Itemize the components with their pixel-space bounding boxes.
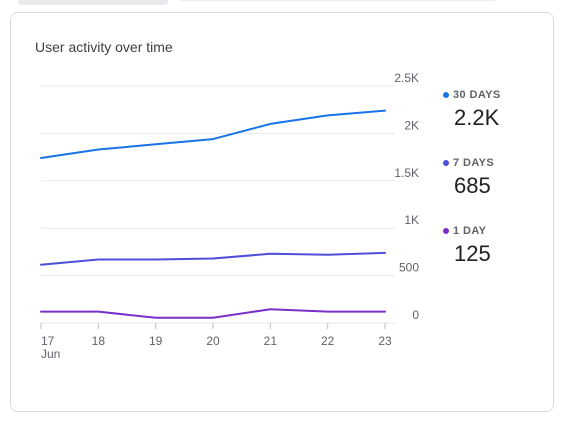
series-color-dot — [443, 228, 449, 234]
x-tick-label: 17 — [41, 334, 55, 348]
x-tick-label: 21 — [264, 334, 278, 348]
series-line-1-day — [40, 308, 386, 319]
y-tick-label: 2K — [404, 118, 419, 132]
legend-value: 685 — [454, 173, 491, 198]
x-tick-sublabel: Jun — [41, 347, 60, 361]
x-tick-label: 18 — [92, 334, 106, 348]
line-chart: 0 500 1K 1.5K 2K 2.5K 17 18 19 20 21 22 23 Jun — [40, 71, 419, 361]
card-title: User activity over time — [35, 39, 173, 55]
series-line-7-days — [40, 251, 386, 266]
legend-1-day: 1 DAY 125 — [443, 225, 553, 267]
series-color-dot — [443, 92, 449, 98]
legend-label: 30 DAYS — [453, 89, 501, 101]
legend-value: 125 — [454, 241, 491, 266]
y-tick-label: 0 — [412, 308, 419, 322]
x-tick-label: 23 — [378, 334, 392, 348]
legend-label: 1 DAY — [453, 225, 487, 237]
y-tick-label: 1.5K — [394, 166, 419, 180]
y-tick-label: 2.5K — [394, 71, 419, 85]
legend-7-days: 7 DAYS 685 — [443, 157, 553, 199]
y-tick-label: 500 — [399, 261, 419, 275]
x-tick-label: 19 — [149, 334, 163, 348]
legend-value: 2.2K — [454, 105, 500, 130]
y-tick-label: 1K — [404, 213, 419, 227]
x-tick-label: 22 — [321, 334, 335, 348]
legend-label: 7 DAYS — [453, 157, 495, 169]
top-divider — [180, 0, 495, 1]
top-faded-bar — [18, 0, 168, 5]
series-color-dot — [443, 160, 449, 166]
user-activity-card: User activity over time 0 500 1K 1.5K 2K 2.5K… — [10, 12, 554, 412]
x-tick-label: 20 — [206, 334, 220, 348]
series-line-30-days — [40, 109, 386, 160]
legend-30-days: 30 DAYS 2.2K — [443, 89, 553, 131]
